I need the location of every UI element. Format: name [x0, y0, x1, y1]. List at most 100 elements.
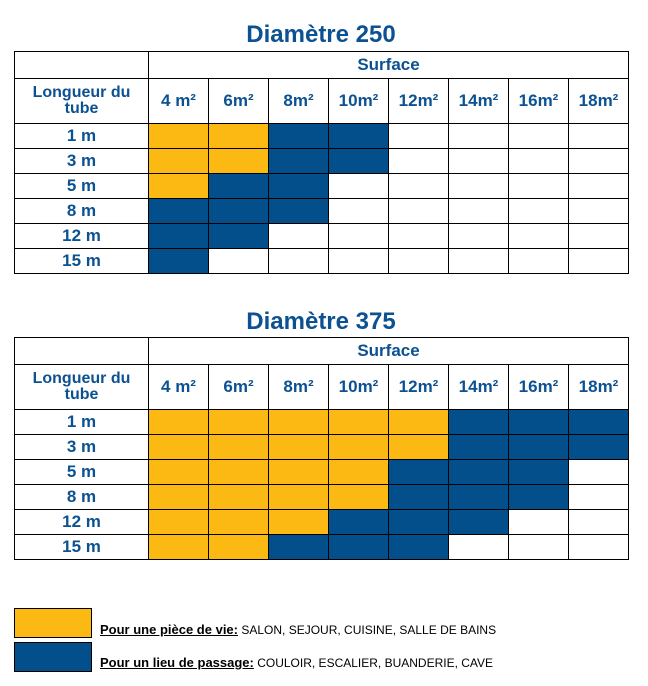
header-row-surface: Surface: [14, 337, 629, 365]
row-length-label: 5 m: [14, 459, 149, 485]
col-header: 6m²: [208, 364, 269, 410]
cell-empty: [208, 248, 269, 274]
cell-passage: [328, 534, 389, 560]
table-row: 8 m: [14, 198, 629, 224]
col-header: 14m²: [448, 78, 509, 124]
cell-vie: [208, 123, 269, 149]
cell-passage: [148, 198, 209, 224]
cell-empty: [508, 198, 569, 224]
cell-passage: [328, 148, 389, 174]
longueur-header: Longueur du tube: [14, 364, 149, 410]
cell-passage: [208, 223, 269, 249]
cell-vie: [208, 484, 269, 510]
table-row: 12 m: [14, 509, 629, 535]
cell-empty: [388, 123, 449, 149]
col-header: 18m²: [568, 78, 629, 124]
row-length-label: 15 m: [14, 248, 149, 274]
cell-vie: [208, 434, 269, 460]
cell-passage: [388, 484, 449, 510]
table-row: 1 m: [14, 123, 629, 149]
row-length-label: 5 m: [14, 173, 149, 199]
cell-vie: [208, 148, 269, 174]
cell-empty: [568, 248, 629, 274]
cell-vie: [328, 484, 389, 510]
cell-passage: [208, 198, 269, 224]
legend-item-vie: Pour une pièce de vie: SALON, SEJOUR, CU…: [100, 622, 496, 637]
cell-empty: [268, 248, 329, 274]
row-length-label: 15 m: [14, 534, 149, 560]
row-length-label: 8 m: [14, 484, 149, 510]
surface-header: Surface: [148, 51, 629, 79]
table-row: 8 m: [14, 484, 629, 510]
cell-empty: [568, 509, 629, 535]
cell-empty: [568, 123, 629, 149]
cell-passage: [448, 434, 509, 460]
cell-empty: [268, 223, 329, 249]
cell-passage: [388, 509, 449, 535]
cell-vie: [268, 409, 329, 435]
cell-empty: [448, 123, 509, 149]
cell-empty: [388, 148, 449, 174]
cell-empty: [508, 123, 569, 149]
cell-vie: [148, 123, 209, 149]
cell-passage: [508, 434, 569, 460]
legend-rooms-passage: COULOIR, ESCALIER, BUANDERIE, CAVE: [257, 656, 494, 670]
cell-vie: [328, 459, 389, 485]
cell-passage: [268, 148, 329, 174]
cell-passage: [328, 509, 389, 535]
cell-passage: [508, 459, 569, 485]
cell-empty: [388, 198, 449, 224]
col-header: 18m²: [568, 364, 629, 410]
cell-vie: [268, 509, 329, 535]
cell-empty: [328, 223, 389, 249]
table-row: 5 m: [14, 173, 629, 199]
cell-vie: [208, 459, 269, 485]
table-row: 3 m: [14, 434, 629, 460]
cell-empty: [448, 173, 509, 199]
cell-passage: [208, 173, 269, 199]
col-header: 16m²: [508, 364, 569, 410]
cell-vie: [268, 434, 329, 460]
cell-passage: [448, 459, 509, 485]
cell-empty: [448, 198, 509, 224]
row-length-label: 3 m: [14, 434, 149, 460]
row-length-label: 3 m: [14, 148, 149, 174]
col-header: 16m²: [508, 78, 569, 124]
cell-vie: [268, 484, 329, 510]
cell-passage: [508, 409, 569, 435]
cell-passage: [388, 534, 449, 560]
cell-empty: [448, 248, 509, 274]
legend-swatch-passage: [14, 642, 92, 672]
cell-passage: [328, 123, 389, 149]
legend-label-vie: Pour une pièce de vie:: [100, 622, 238, 637]
cell-vie: [208, 534, 269, 560]
cell-empty: [568, 459, 629, 485]
col-header: 12m²: [388, 78, 449, 124]
cell-empty: [388, 223, 449, 249]
legend-label-passage: Pour un lieu de passage:: [100, 655, 254, 670]
row-length-label: 1 m: [14, 409, 149, 435]
cell-empty: [448, 223, 509, 249]
cell-empty: [568, 484, 629, 510]
cell-vie: [388, 434, 449, 460]
header-row-columns: Longueur du tube 4 m² 6m² 8m² 10m² 12m² …: [14, 364, 629, 410]
row-length-label: 12 m: [14, 509, 149, 535]
table-row: 12 m: [14, 223, 629, 249]
corner-cell: [14, 337, 149, 365]
cell-passage: [268, 198, 329, 224]
cell-passage: [388, 459, 449, 485]
cell-vie: [268, 459, 329, 485]
table-row: 15 m: [14, 248, 629, 274]
cell-passage: [448, 409, 509, 435]
cell-empty: [508, 509, 569, 535]
cell-empty: [568, 223, 629, 249]
col-header: 8m²: [268, 364, 329, 410]
cell-empty: [508, 148, 569, 174]
cell-vie: [208, 509, 269, 535]
cell-vie: [148, 509, 209, 535]
col-header: 4 m²: [148, 364, 209, 410]
cell-passage: [568, 409, 629, 435]
cell-vie: [148, 484, 209, 510]
table-diametre-250: Surface Longueur du tube 4 m² 6m² 8m² 10…: [14, 51, 629, 274]
col-header: 4 m²: [148, 78, 209, 124]
